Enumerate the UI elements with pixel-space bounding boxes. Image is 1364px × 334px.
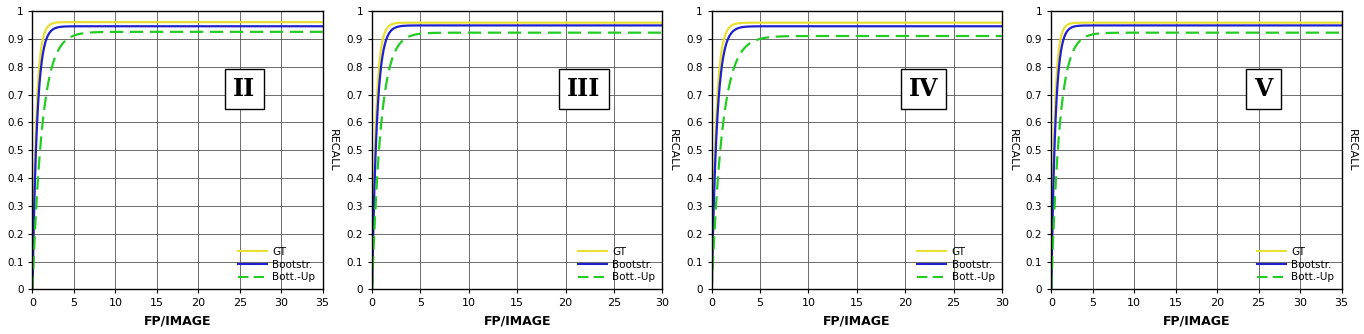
Text: II: II: [233, 77, 255, 101]
X-axis label: FP/IMAGE: FP/IMAGE: [483, 314, 551, 327]
Legend: GT, Bootstr., Bott.-Up: GT, Bootstr., Bott.-Up: [1255, 245, 1337, 284]
Y-axis label: RECALL: RECALL: [1008, 129, 1018, 172]
X-axis label: FP/IMAGE: FP/IMAGE: [1162, 314, 1230, 327]
Legend: GT, Bootstr., Bott.-Up: GT, Bootstr., Bott.-Up: [236, 245, 318, 284]
Y-axis label: RECALL: RECALL: [668, 129, 678, 172]
Y-axis label: RECALL: RECALL: [1348, 129, 1357, 172]
Text: III: III: [567, 77, 600, 101]
Y-axis label: RECALL: RECALL: [329, 129, 338, 172]
Text: IV: IV: [908, 77, 938, 101]
Legend: GT, Bootstr., Bott.-Up: GT, Bootstr., Bott.-Up: [576, 245, 657, 284]
X-axis label: FP/IMAGE: FP/IMAGE: [143, 314, 211, 327]
X-axis label: FP/IMAGE: FP/IMAGE: [822, 314, 891, 327]
Legend: GT, Bootstr., Bott.-Up: GT, Bootstr., Bott.-Up: [915, 245, 997, 284]
Text: V: V: [1254, 77, 1273, 101]
